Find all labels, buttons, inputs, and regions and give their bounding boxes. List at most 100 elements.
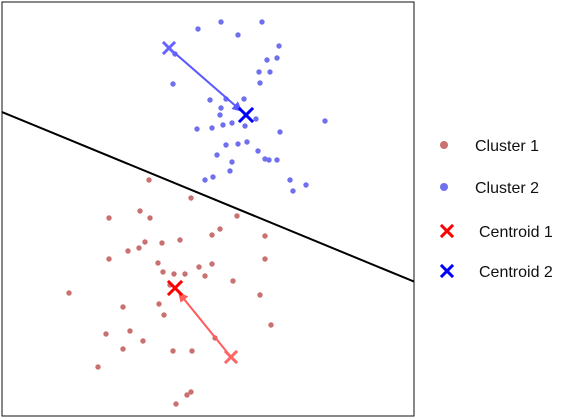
legend-label: Cluster 2: [475, 180, 539, 197]
cluster-2-point-10: [267, 69, 273, 75]
cluster-1-point-26: [66, 290, 72, 296]
cluster-2-point-28: [223, 142, 229, 148]
cluster-1-point-18: [155, 260, 161, 266]
cluster-1-point-20: [160, 269, 166, 275]
cluster-2-point-24: [242, 123, 248, 129]
cluster-2-point-36: [229, 159, 235, 165]
cluster-2-point-16: [218, 105, 224, 111]
cluster-1-point-29: [120, 304, 126, 310]
legend: Cluster 1 Cluster 2 Centroid 1 Centroid 2: [439, 138, 553, 281]
cluster-1-point-38: [189, 348, 195, 354]
cluster-1-point-13: [125, 248, 131, 254]
cluster-2-point-9: [256, 69, 262, 75]
centroid-2-movement-arrow: [172, 51, 243, 112]
legend-label: Centroid 2: [479, 264, 553, 281]
legend-item-4: Centroid 2: [439, 263, 553, 281]
cluster-2-point-38: [210, 174, 216, 180]
cluster-2-point-33: [274, 157, 280, 163]
cluster-2-point-19: [253, 116, 259, 122]
cluster-2-point-14: [207, 97, 213, 103]
centroid-1-final-marker-stroke-b: [166, 279, 184, 297]
cluster-2-point-27: [244, 139, 250, 145]
cluster-2-point-21: [194, 126, 200, 132]
cluster-2-point-3: [259, 19, 265, 25]
cluster-2-point-32: [266, 157, 272, 163]
cluster-1-point-1: [146, 177, 152, 183]
cluster-1-point-9: [177, 237, 183, 243]
cluster-1-point-40: [188, 389, 194, 395]
cluster-1-point-7: [217, 226, 223, 232]
cluster-2-point-37: [202, 177, 208, 183]
legend-x-icon-stroke-b: [439, 223, 455, 239]
cluster-1-point-21: [171, 271, 177, 277]
cluster-1-point-16: [262, 256, 268, 262]
cluster-2-point-25: [277, 129, 283, 135]
cluster-1-point-32: [103, 331, 109, 337]
legend-dot-icon: [440, 183, 448, 191]
cluster-1-point-8: [209, 232, 215, 238]
cluster-1-point-42: [173, 401, 179, 407]
cluster-2-point-29: [214, 152, 220, 158]
cluster-2-point-23: [220, 122, 226, 128]
cluster-1-point-17: [209, 261, 215, 267]
cluster-1-point-5: [147, 215, 153, 221]
plot-frame: [1, 1, 415, 417]
cluster-2-point-8: [274, 55, 280, 61]
cluster-1-point-19: [196, 264, 202, 270]
cluster-1-point-41: [184, 392, 190, 398]
legend-item-2: Cluster 2: [440, 180, 539, 197]
cluster-2-point-20: [322, 118, 328, 124]
legend-x-icon: [439, 223, 455, 239]
cluster-1-point-2: [188, 195, 194, 201]
centroid-2-initial-marker: [161, 40, 177, 56]
centroid-2-initial-marker-stroke-b: [161, 40, 177, 56]
cluster-2-point-22: [209, 125, 215, 131]
centroid-2-final-marker: [237, 106, 255, 124]
cluster-1-point-24: [230, 278, 236, 284]
cluster-1-point-10: [262, 233, 268, 239]
centroid-1-final-marker: [166, 279, 184, 297]
cluster-1-point-31: [127, 328, 133, 334]
cluster-1-point-15: [106, 256, 112, 262]
cluster-2-point-6: [276, 43, 282, 49]
cluster-2-point-2: [218, 19, 224, 25]
cluster-2-point-1: [195, 26, 201, 32]
centroid-2-final-marker-stroke-b: [237, 106, 255, 124]
cluster-2-point-18: [229, 120, 235, 126]
cluster-2-point-4: [235, 32, 241, 38]
cluster-2-point-35: [303, 182, 309, 188]
cluster-1-point-4: [137, 208, 143, 214]
cluster-2-point-30: [255, 148, 261, 154]
cluster-1-point-28: [156, 301, 162, 307]
legend-label: Cluster 1: [475, 138, 539, 155]
cluster-2-point-11: [257, 80, 263, 86]
cluster-1-point-30: [161, 312, 167, 318]
centroid-1-initial-marker-stroke-b: [223, 349, 239, 365]
cluster-2-point-12: [170, 81, 176, 87]
cluster-1-point-11: [142, 239, 148, 245]
cluster-1-point-34: [140, 338, 146, 344]
cluster-1-point-37: [170, 348, 176, 354]
cluster-1-point-23: [202, 273, 208, 279]
cluster-1-point-14: [136, 245, 142, 251]
cluster-1-point-33: [268, 322, 274, 328]
cluster-2-point-34: [287, 177, 293, 183]
legend-item-3: Centroid 1: [439, 223, 553, 241]
centroid-1-movement-arrow: [178, 291, 228, 353]
cluster-1-point-3: [106, 215, 112, 221]
plot-area: [2, 19, 414, 407]
cluster-2-point-13: [241, 96, 247, 102]
cluster-2-point-39: [290, 188, 296, 194]
cluster-1-point-6: [234, 213, 240, 219]
cluster-1-point-36: [120, 346, 126, 352]
decision-boundary-line: [2, 111, 414, 283]
cluster-1-point-12: [159, 240, 165, 246]
legend-dot-icon: [440, 141, 448, 149]
cluster-2-point-40: [227, 168, 233, 174]
legend-x-icon: [439, 263, 455, 279]
cluster-2-point-17: [217, 112, 223, 118]
centroid-1-initial-marker: [223, 349, 239, 365]
legend-x-icon-stroke-b: [439, 263, 455, 279]
legend-label: Centroid 1: [479, 224, 553, 241]
